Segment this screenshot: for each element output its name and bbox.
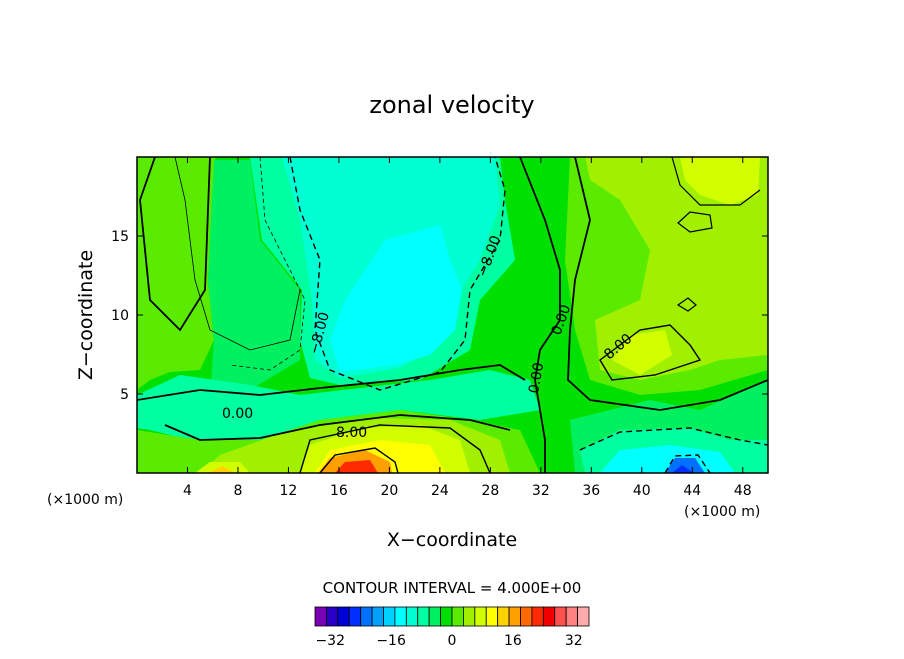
- colorbar-swatch: [348, 606, 362, 627]
- colorbar-swatch: [463, 606, 476, 627]
- contour-thin-mid: [229, 157, 306, 371]
- x-tick-label: 48: [734, 483, 752, 499]
- colorbar-tick-label: −16: [376, 633, 406, 649]
- x-tick-label: 8: [233, 483, 242, 499]
- field-region-right-yellow-top: [680, 157, 760, 205]
- x-tick-label: 4: [183, 483, 192, 499]
- contour-8-right: [599, 324, 702, 381]
- colorbar-swatch: [485, 606, 499, 627]
- colorbar-swatch: [451, 606, 464, 627]
- colorbar-tick-label: 32: [565, 633, 583, 649]
- field-region-right-darkblue: [672, 465, 694, 473]
- x-axis-unit: (×1000 m): [684, 504, 760, 520]
- y-axis-unit: (×1000 m): [47, 492, 123, 508]
- field-region-cyan-core: [330, 225, 462, 372]
- y-tick-label: 15: [111, 229, 129, 245]
- contour-8-topright-blob: [677, 211, 713, 233]
- y-tick-label: 5: [120, 387, 129, 403]
- x-tick-label: 20: [380, 483, 398, 499]
- chart-title: zonal velocity: [369, 91, 534, 119]
- field-region-right-yellowgreen: [585, 157, 768, 380]
- contour-zero-lower: [164, 414, 511, 441]
- x-axis-ticks: 4 8 12 16 20 24 28 32 36 40 44 48: [183, 157, 752, 499]
- colorbar-swatch: [531, 606, 544, 627]
- contour-zero-right: [567, 157, 768, 411]
- contour-16-lower: [319, 447, 399, 473]
- x-tick-label: 12: [280, 483, 298, 499]
- colorbar-swatch: [314, 606, 327, 627]
- colorbar-swatch: [417, 606, 430, 627]
- contour-8-upperright: [671, 157, 761, 206]
- x-tick-label: 28: [481, 483, 499, 499]
- contour-label: 0.00: [526, 361, 547, 394]
- colorbar-swatch: [554, 606, 567, 627]
- field-region-right-blue: [665, 458, 705, 473]
- colorbar-swatch: [371, 606, 384, 627]
- colorbar-swatch: [497, 606, 510, 627]
- colorbar-swatch: [394, 606, 407, 627]
- contour-thin-left: [174, 157, 301, 351]
- colorbar-swatch: [440, 606, 453, 627]
- colorbar-swatch: [360, 606, 373, 627]
- colorbar-tick-label: −32: [315, 633, 345, 649]
- field-region-midleft-green: [208, 160, 300, 395]
- contour-neg8-right: [579, 427, 768, 451]
- colorbar-swatch: [474, 606, 487, 627]
- contour-interval-text: CONTOUR INTERVAL = 4.000E+00: [323, 579, 582, 597]
- x-tick-label: 44: [683, 483, 701, 499]
- colorbar: [314, 606, 590, 627]
- contour-neg8-dashed: [289, 157, 506, 391]
- x-tick-label: 32: [532, 483, 550, 499]
- contour-zero-left: [139, 157, 211, 332]
- colorbar-tick-label: 0: [448, 633, 457, 649]
- field-region-left-orange: [208, 466, 236, 473]
- contour-zero-midband: [137, 364, 526, 401]
- field-region-right-yellow-spot: [612, 330, 672, 375]
- field-region-red-spot: [335, 460, 378, 473]
- colorbar-swatch: [542, 606, 556, 627]
- contour-8-lower: [299, 424, 491, 473]
- colorbar-swatch: [383, 606, 396, 627]
- contour-neg16-right: [664, 454, 711, 473]
- colorbar-swatch: [520, 606, 533, 627]
- x-axis-label: X−coordinate: [387, 529, 517, 551]
- colorbar-swatch: [577, 606, 590, 627]
- y-axis-ticks: 5 10 15: [111, 229, 768, 403]
- x-tick-label: 36: [582, 483, 600, 499]
- contour-label: 0.00: [222, 406, 253, 422]
- field-region-upper-left: [137, 157, 215, 390]
- colorbar-swatch: [428, 606, 441, 627]
- y-axis-label: Z−coordinate: [75, 250, 97, 380]
- colorbar-swatch: [337, 606, 350, 627]
- colorbar-swatch: [326, 606, 339, 627]
- x-tick-label: 40: [633, 483, 651, 499]
- contour-small-loop: [676, 297, 697, 312]
- y-tick-label: 10: [111, 308, 129, 324]
- contour-label: 8.00: [336, 425, 367, 441]
- field-region-right-deepcyan: [600, 445, 735, 473]
- contour-lines: [137, 157, 768, 473]
- contour-field: [137, 157, 768, 473]
- colorbar-tick-label: 16: [504, 633, 522, 649]
- field-region-mid-band: [137, 370, 540, 440]
- x-tick-label: 24: [431, 483, 449, 499]
- colorbar-swatch: [508, 606, 521, 627]
- colorbar-ticks: −32 −16 0 16 32: [315, 633, 582, 649]
- colorbar-swatch: [565, 606, 578, 627]
- contour-zero-vertical: [519, 157, 561, 473]
- colorbar-swatch: [405, 606, 419, 627]
- x-tick-label: 16: [330, 483, 348, 499]
